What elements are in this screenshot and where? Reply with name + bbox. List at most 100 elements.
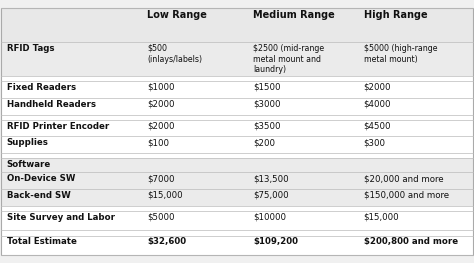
- Bar: [358, 230, 473, 236]
- Text: $15,000: $15,000: [147, 191, 182, 200]
- Text: $4000: $4000: [364, 100, 391, 109]
- Bar: [141, 98, 247, 114]
- Text: $200,800 and more: $200,800 and more: [364, 237, 458, 246]
- Bar: [1, 8, 141, 42]
- Text: $1000: $1000: [147, 83, 174, 92]
- Bar: [141, 158, 247, 172]
- Text: $100: $100: [147, 138, 169, 147]
- Text: $20,000 and more: $20,000 and more: [364, 174, 443, 183]
- Bar: [1, 81, 141, 98]
- Bar: [247, 153, 358, 158]
- Bar: [247, 136, 358, 153]
- Bar: [247, 230, 358, 236]
- Bar: [247, 42, 358, 76]
- Bar: [358, 211, 473, 230]
- Text: $1500: $1500: [253, 83, 281, 92]
- Bar: [1, 120, 141, 136]
- Bar: [1, 211, 141, 230]
- Text: $5000 (high-range
metal mount): $5000 (high-range metal mount): [364, 44, 437, 64]
- Text: Back-end SW: Back-end SW: [7, 191, 70, 200]
- Bar: [141, 120, 247, 136]
- Bar: [141, 189, 247, 206]
- Bar: [1, 189, 141, 206]
- Bar: [1, 98, 141, 114]
- Bar: [1, 236, 141, 255]
- Text: $150,000 and more: $150,000 and more: [364, 191, 449, 200]
- Text: $7000: $7000: [147, 174, 174, 183]
- Bar: [1, 153, 141, 158]
- Text: Low Range: Low Range: [147, 10, 207, 20]
- Bar: [1, 114, 141, 120]
- Text: Fixed Readers: Fixed Readers: [7, 83, 76, 92]
- Text: Medium Range: Medium Range: [253, 10, 335, 20]
- Text: $109,200: $109,200: [253, 237, 298, 246]
- Bar: [358, 8, 473, 42]
- Text: RFID Tags: RFID Tags: [7, 44, 54, 53]
- Text: $10000: $10000: [253, 213, 286, 222]
- Text: $500
(inlays/labels): $500 (inlays/labels): [147, 44, 202, 64]
- Bar: [247, 8, 358, 42]
- Text: $2000: $2000: [147, 122, 174, 131]
- Bar: [247, 81, 358, 98]
- Bar: [247, 189, 358, 206]
- Bar: [247, 172, 358, 189]
- Bar: [358, 98, 473, 114]
- Bar: [247, 158, 358, 172]
- Bar: [358, 158, 473, 172]
- Text: $2000: $2000: [364, 83, 391, 92]
- Text: Software: Software: [7, 160, 51, 169]
- Bar: [141, 211, 247, 230]
- Bar: [358, 153, 473, 158]
- Bar: [247, 120, 358, 136]
- Text: $13,500: $13,500: [253, 174, 289, 183]
- Bar: [358, 76, 473, 81]
- Bar: [247, 211, 358, 230]
- Text: RFID Printer Encoder: RFID Printer Encoder: [7, 122, 109, 131]
- Text: $5000: $5000: [147, 213, 174, 222]
- Text: $3500: $3500: [253, 122, 281, 131]
- Text: $15,000: $15,000: [364, 213, 399, 222]
- Bar: [141, 206, 247, 211]
- Text: Supplies: Supplies: [7, 138, 48, 147]
- Bar: [1, 158, 141, 172]
- Text: $2500 (mid-range
metal mount and
laundry): $2500 (mid-range metal mount and laundry…: [253, 44, 324, 74]
- Bar: [247, 76, 358, 81]
- Bar: [1, 206, 141, 211]
- Text: $300: $300: [364, 138, 385, 147]
- Bar: [358, 206, 473, 211]
- Bar: [358, 172, 473, 189]
- Bar: [141, 230, 247, 236]
- Bar: [358, 136, 473, 153]
- Text: On-Device SW: On-Device SW: [7, 174, 75, 183]
- Bar: [141, 114, 247, 120]
- Bar: [358, 120, 473, 136]
- Bar: [141, 172, 247, 189]
- Bar: [358, 189, 473, 206]
- Bar: [141, 153, 247, 158]
- Bar: [247, 206, 358, 211]
- Bar: [1, 42, 141, 76]
- Bar: [1, 76, 141, 81]
- Bar: [141, 42, 247, 76]
- Bar: [1, 230, 141, 236]
- Bar: [141, 136, 247, 153]
- Text: Handheld Readers: Handheld Readers: [7, 100, 96, 109]
- Bar: [141, 236, 247, 255]
- Text: $32,600: $32,600: [147, 237, 186, 246]
- Bar: [358, 236, 473, 255]
- Text: $75,000: $75,000: [253, 191, 289, 200]
- Text: $2000: $2000: [147, 100, 174, 109]
- Bar: [358, 114, 473, 120]
- Bar: [358, 42, 473, 76]
- Bar: [1, 172, 141, 189]
- Bar: [247, 98, 358, 114]
- Text: High Range: High Range: [364, 10, 427, 20]
- Text: $3000: $3000: [253, 100, 281, 109]
- Bar: [358, 81, 473, 98]
- Bar: [141, 8, 247, 42]
- Text: Total Estimate: Total Estimate: [7, 237, 76, 246]
- Text: Site Survey and Labor: Site Survey and Labor: [7, 213, 115, 222]
- Bar: [1, 136, 141, 153]
- Bar: [247, 114, 358, 120]
- Bar: [141, 81, 247, 98]
